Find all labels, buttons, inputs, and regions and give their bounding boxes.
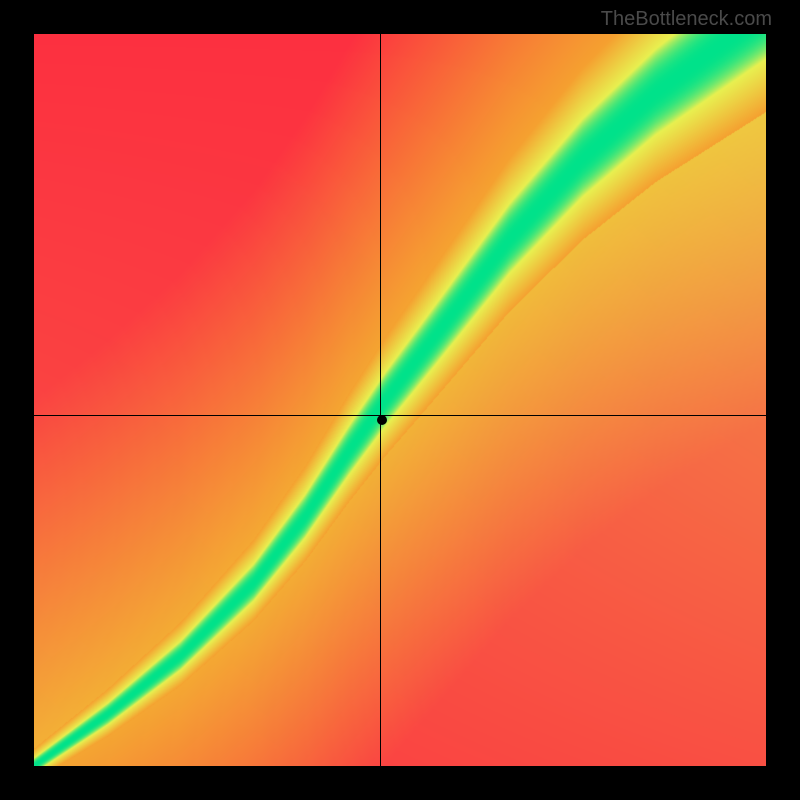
crosshair-horizontal — [34, 415, 766, 416]
crosshair-vertical — [380, 34, 381, 766]
heatmap-canvas — [34, 34, 766, 766]
bottleneck-heatmap — [34, 34, 766, 766]
watermark-text: TheBottleneck.com — [601, 8, 772, 31]
selection-marker — [377, 415, 387, 425]
